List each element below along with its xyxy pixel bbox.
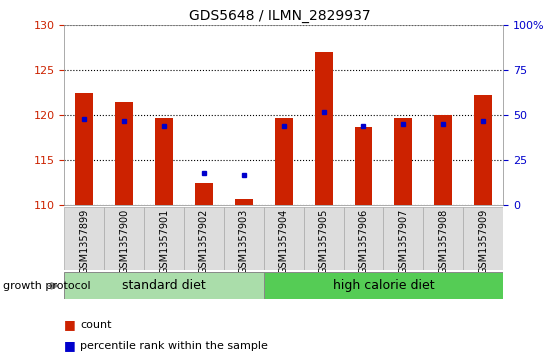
- Text: GSM1357902: GSM1357902: [199, 209, 209, 274]
- Bar: [274, 118, 293, 205]
- Bar: [235, 199, 253, 205]
- Text: standard diet: standard diet: [122, 280, 206, 292]
- Bar: [115, 102, 133, 205]
- Bar: [224, 207, 264, 270]
- Text: GSM1357904: GSM1357904: [279, 209, 288, 274]
- Bar: [64, 207, 104, 270]
- Text: GSM1357908: GSM1357908: [438, 209, 448, 274]
- Bar: [383, 207, 423, 270]
- Bar: [264, 207, 304, 270]
- Bar: [474, 95, 492, 205]
- Text: GSM1357903: GSM1357903: [239, 209, 249, 274]
- Text: high calorie diet: high calorie diet: [333, 280, 434, 292]
- Text: GSM1357909: GSM1357909: [478, 209, 488, 274]
- Bar: [463, 207, 503, 270]
- Bar: [195, 183, 213, 205]
- Text: percentile rank within the sample: percentile rank within the sample: [80, 340, 268, 351]
- Bar: [434, 115, 452, 205]
- Text: GSM1357907: GSM1357907: [399, 209, 409, 274]
- Text: GSM1357905: GSM1357905: [319, 209, 329, 274]
- Bar: [184, 207, 224, 270]
- Bar: [304, 207, 344, 270]
- Text: GSM1357901: GSM1357901: [159, 209, 169, 274]
- Bar: [315, 52, 333, 205]
- Bar: [144, 207, 184, 270]
- Text: ■: ■: [64, 339, 76, 352]
- Bar: [264, 272, 503, 299]
- Bar: [423, 207, 463, 270]
- Text: GSM1357899: GSM1357899: [79, 209, 89, 274]
- Text: GSM1357900: GSM1357900: [119, 209, 129, 274]
- Text: ■: ■: [64, 318, 76, 331]
- Text: growth protocol: growth protocol: [3, 281, 91, 291]
- Text: GSM1357906: GSM1357906: [358, 209, 368, 274]
- Bar: [354, 127, 372, 205]
- Text: count: count: [80, 320, 111, 330]
- Bar: [155, 118, 173, 205]
- Bar: [75, 93, 93, 205]
- Bar: [104, 207, 144, 270]
- Bar: [395, 118, 413, 205]
- Bar: [344, 207, 383, 270]
- Bar: [64, 272, 264, 299]
- Text: GDS5648 / ILMN_2829937: GDS5648 / ILMN_2829937: [189, 9, 370, 23]
